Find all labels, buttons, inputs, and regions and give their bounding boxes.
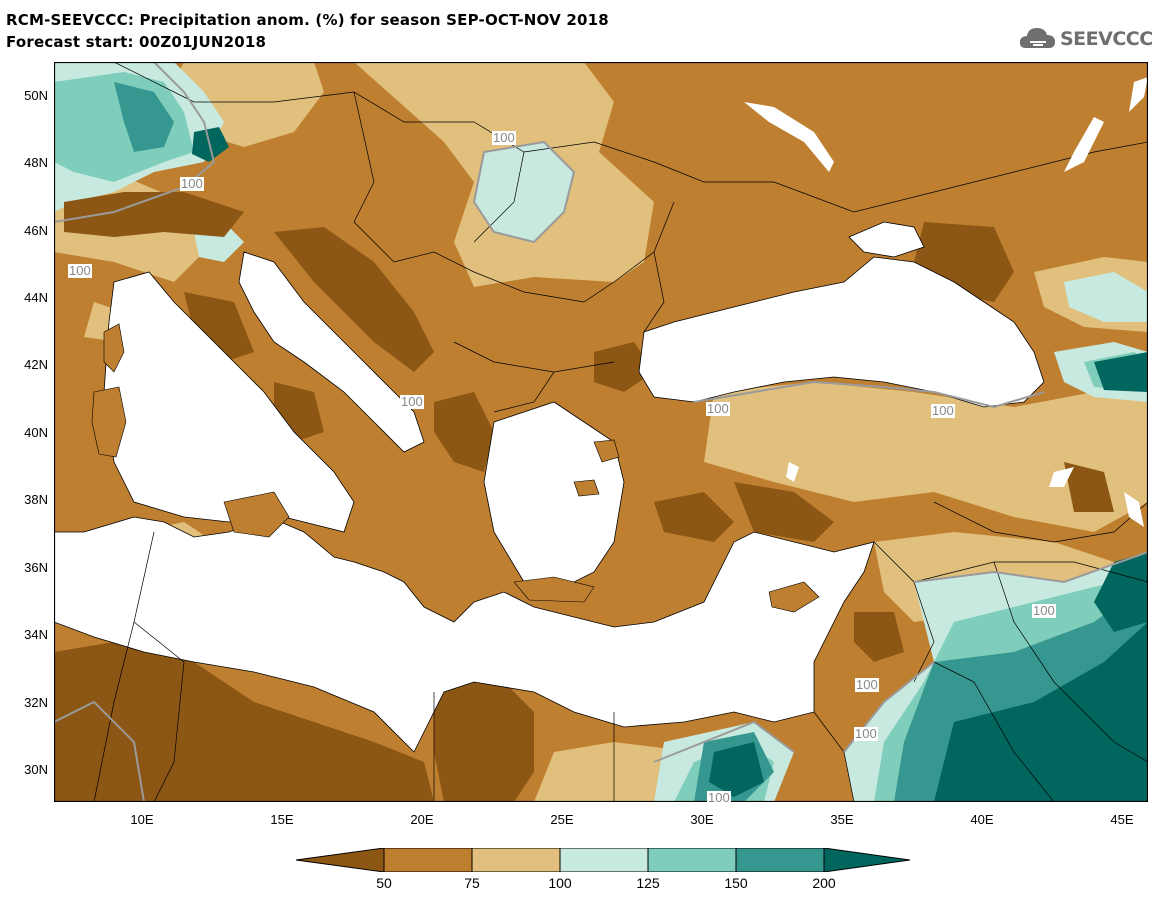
contour-label: 100 (180, 176, 204, 191)
colorbar-label: 125 (636, 875, 660, 891)
lat-label: 42N (24, 357, 48, 372)
colorbar-segment (823, 848, 910, 872)
logo-text: SEEVCCC (1060, 28, 1153, 50)
sea-areas (54, 221, 1045, 753)
lakes (744, 77, 1148, 527)
lat-label: 50N (24, 88, 48, 103)
lon-label: 40E (970, 812, 994, 827)
colorbar-segment (383, 848, 473, 872)
contour-label: 100 (854, 726, 878, 741)
contour-label: 100 (855, 677, 879, 692)
colorbar-segment (559, 848, 649, 872)
contour-label: 100 (931, 403, 955, 418)
colorbar (296, 848, 910, 872)
colorbar-label: 100 (548, 875, 572, 891)
lon-label: 35E (830, 812, 854, 827)
lat-label: 36N (24, 560, 48, 575)
lat-label: 30N (24, 762, 48, 777)
lat-label: 40N (24, 425, 48, 440)
lon-label: 10E (130, 812, 154, 827)
lon-label: 20E (410, 812, 434, 827)
colorbar-label: 150 (724, 875, 748, 891)
seevccc-logo: SEEVCCC (1018, 24, 1154, 54)
contour-label: 100 (706, 401, 730, 416)
colorbar-segment (471, 848, 561, 872)
islands (91, 323, 820, 613)
contour-label: 100 (707, 790, 731, 805)
lon-label: 30E (690, 812, 714, 827)
lon-label: 45E (1110, 812, 1134, 827)
lat-label: 34N (24, 627, 48, 642)
lat-label: 48N (24, 155, 48, 170)
lat-label: 32N (24, 695, 48, 710)
lat-label: 38N (24, 492, 48, 507)
country-borders (93, 62, 1148, 802)
lon-label: 25E (550, 812, 574, 827)
contour-label: 100 (400, 394, 424, 409)
forecast-start: Forecast start: 00Z01JUN2018 (6, 33, 267, 51)
contour-label: 100 (1032, 603, 1056, 618)
colorbar-segment (296, 848, 385, 872)
lat-label: 44N (24, 290, 48, 305)
cloud-icon (1019, 28, 1055, 48)
colorbar-segment (735, 848, 825, 872)
lon-label: 15E (270, 812, 294, 827)
lat-label: 46N (24, 223, 48, 238)
contour-label: 100 (68, 263, 92, 278)
colorbar-label: 50 (376, 875, 392, 891)
colorbar-label: 75 (464, 875, 480, 891)
chart-title: RCM-SEEVCCC: Precipitation anom. (%) for… (6, 11, 609, 29)
map-frame (54, 62, 1148, 802)
anomaly-above-200-regions (192, 127, 1148, 802)
colorbar-segment (647, 848, 737, 872)
precipitation-anomaly-map (54, 62, 1148, 802)
contour-label: 100 (492, 130, 516, 145)
colorbar-label: 200 (812, 875, 836, 891)
